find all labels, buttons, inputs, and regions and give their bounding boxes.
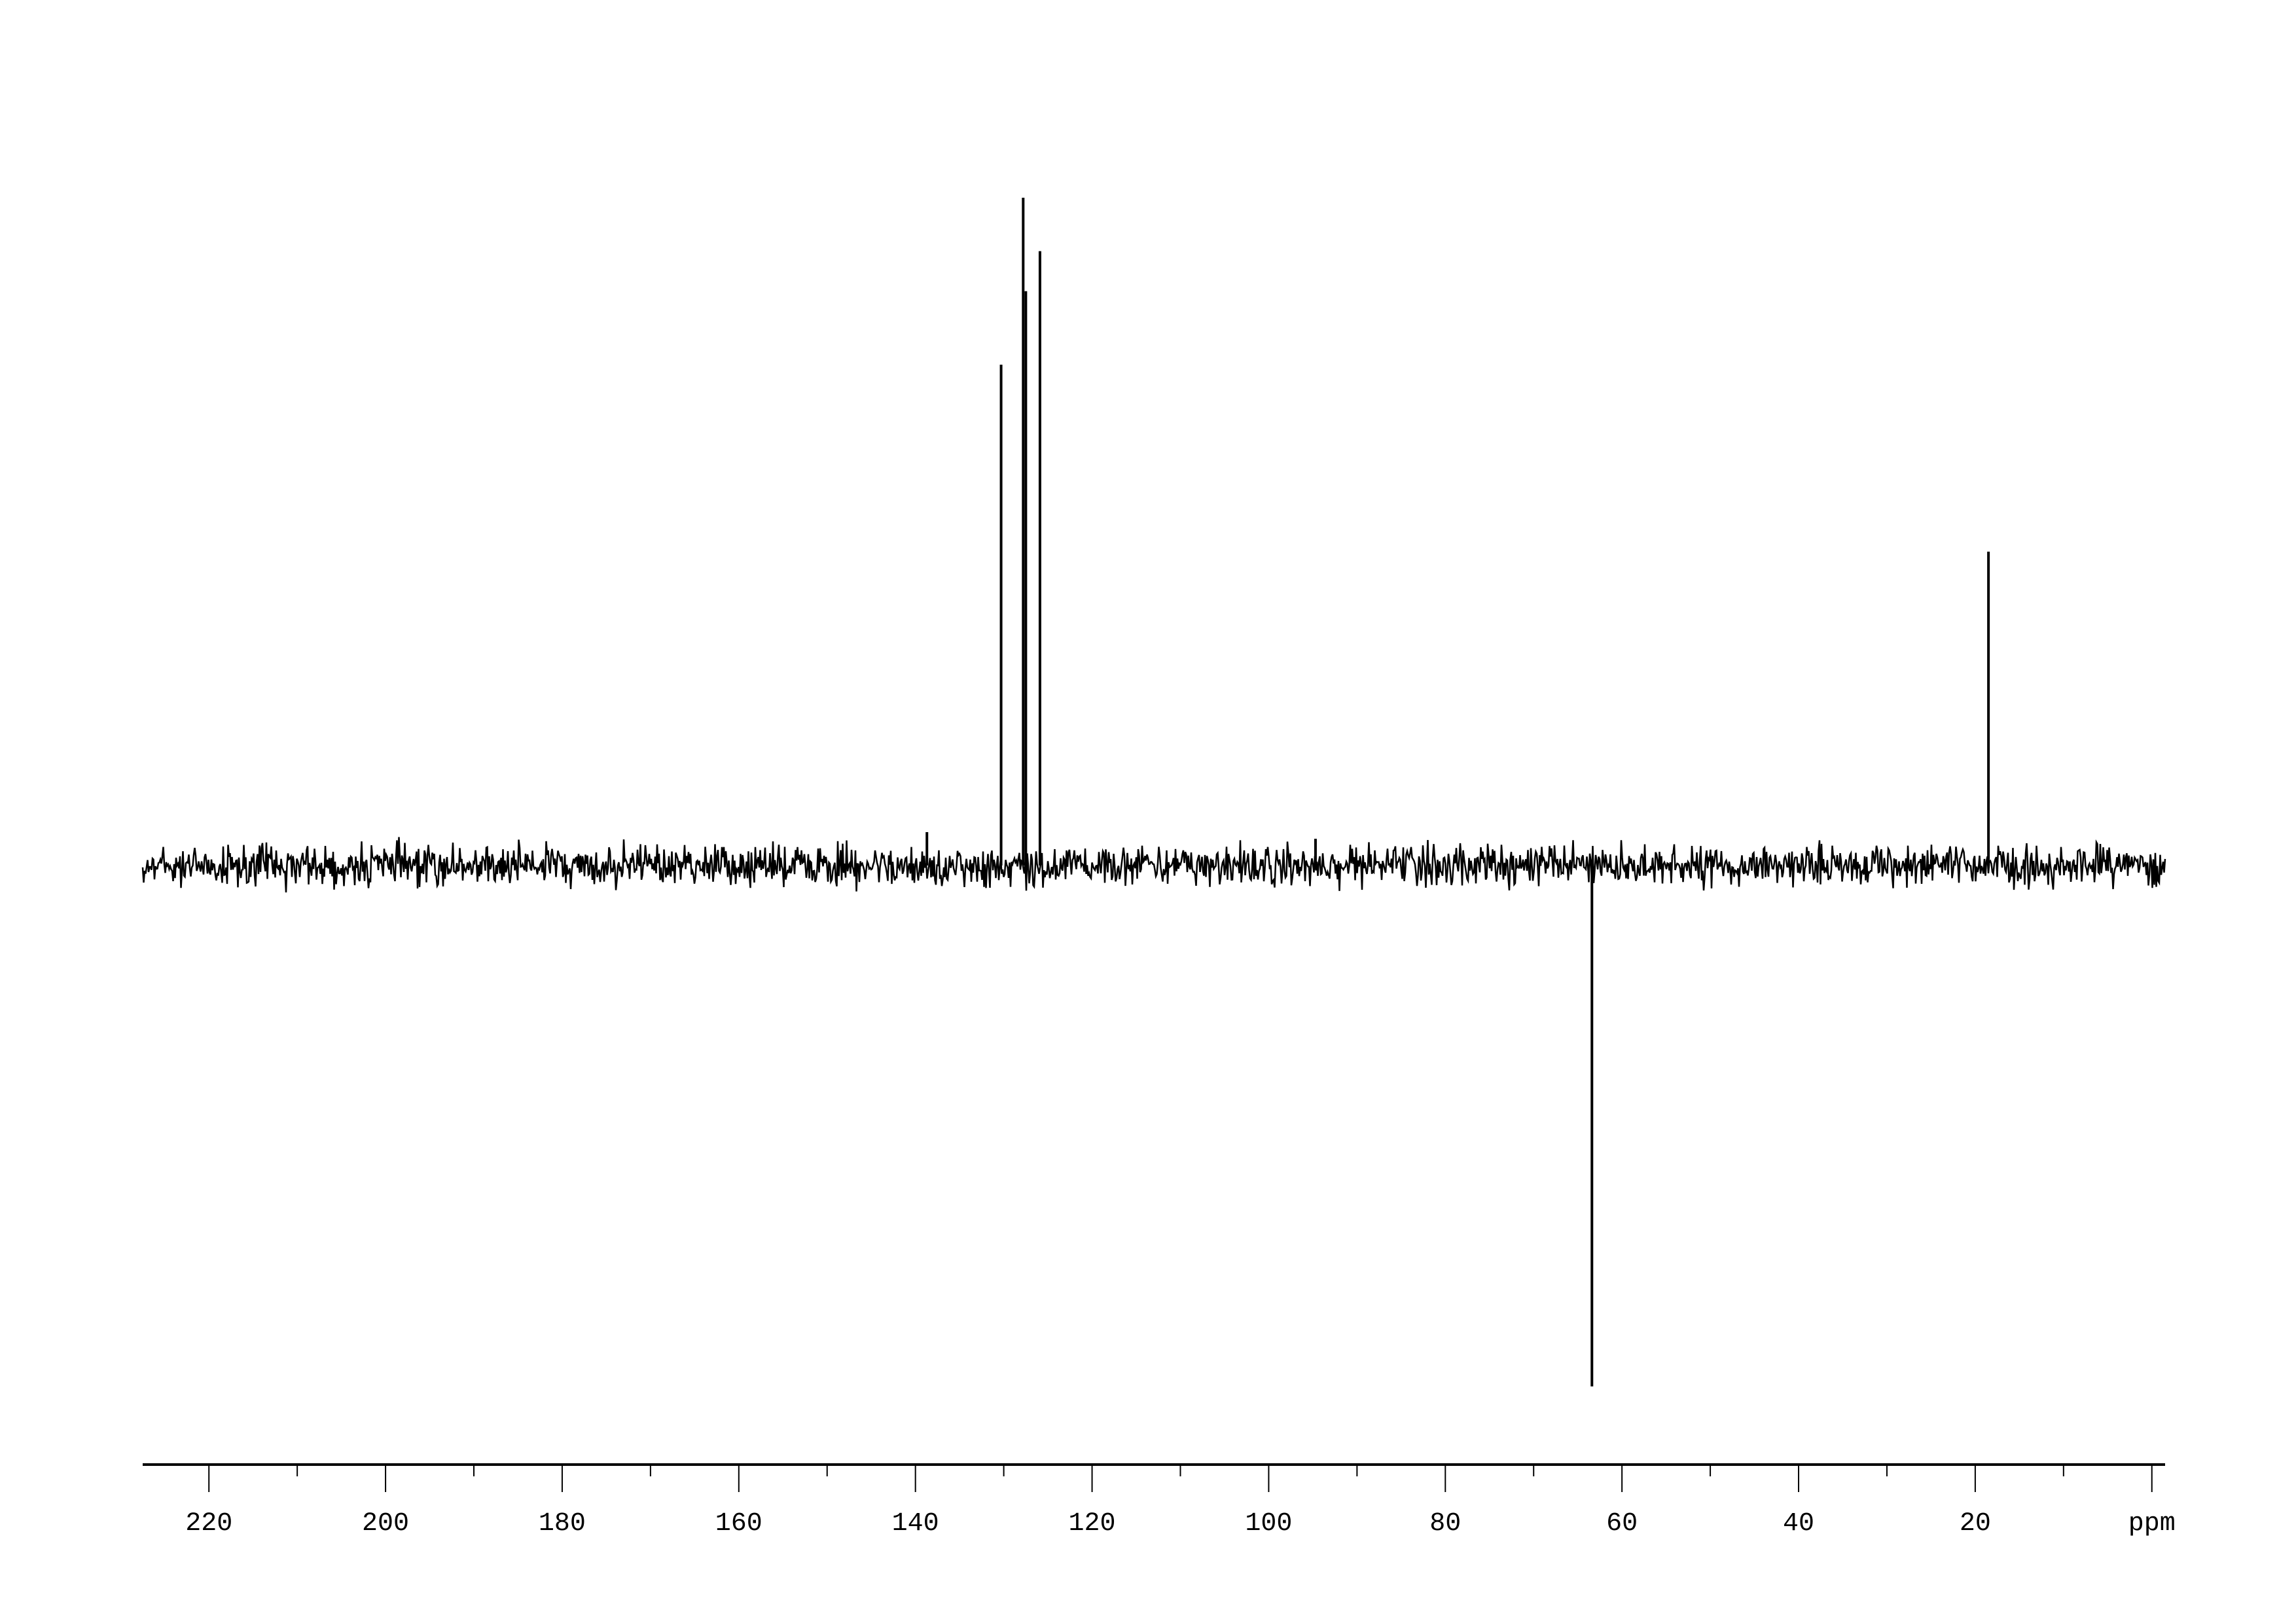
x-tick-label: 120 — [1069, 1509, 1116, 1539]
x-tick-label: 100 — [1245, 1509, 1292, 1539]
noise-trace — [141, 837, 2166, 893]
spectrum-peaks — [925, 198, 1990, 1387]
x-tick-label: 200 — [362, 1509, 409, 1539]
x-tick-label: 40 — [1783, 1509, 1814, 1539]
x-tick-label: 160 — [715, 1509, 762, 1539]
x-tick-label: 60 — [1606, 1509, 1638, 1539]
x-tick-label: 180 — [539, 1509, 586, 1539]
x-tick-label: 20 — [1960, 1509, 1991, 1539]
x-tick-label: 140 — [892, 1509, 939, 1539]
spectrum-baseline-noise — [141, 837, 2166, 893]
x-axis-ticks: 220 200 180 160 140 120 100 80 60 40 20 ppm — [185, 1465, 2176, 1539]
x-tick-label: ppm — [2128, 1509, 2176, 1539]
x-tick-label: 220 — [185, 1509, 232, 1539]
x-tick-label: 80 — [1429, 1509, 1461, 1539]
